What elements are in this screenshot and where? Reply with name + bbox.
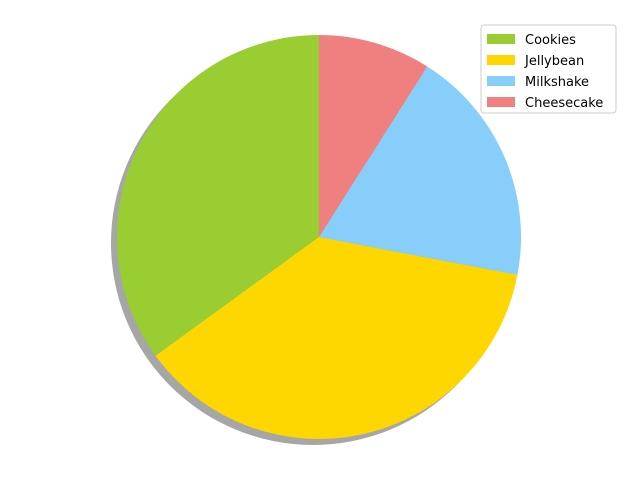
- pie-slice-milkshake: [319, 66, 521, 275]
- legend-swatch-jellybean: [487, 55, 515, 65]
- legend-label-milkshake: Milkshake: [525, 75, 589, 90]
- pie-slice-cheesecake: [319, 35, 428, 237]
- pie-slices: [117, 35, 521, 439]
- legend: Cookies Jellybean Milkshake Cheesecake: [480, 24, 617, 114]
- legend-swatch-cookies: [487, 34, 515, 44]
- legend-label-cookies: Cookies: [525, 33, 576, 48]
- legend-label-jellybean: Jellybean: [524, 54, 584, 69]
- pie-slice-jellybean: [155, 237, 518, 439]
- legend-swatch-milkshake: [487, 76, 515, 86]
- legend-swatch-cheesecake: [487, 97, 515, 107]
- pie-slice-cookies: [117, 35, 319, 356]
- legend-box: [480, 24, 617, 114]
- legend-label-cheesecake: Cheesecake: [525, 96, 603, 111]
